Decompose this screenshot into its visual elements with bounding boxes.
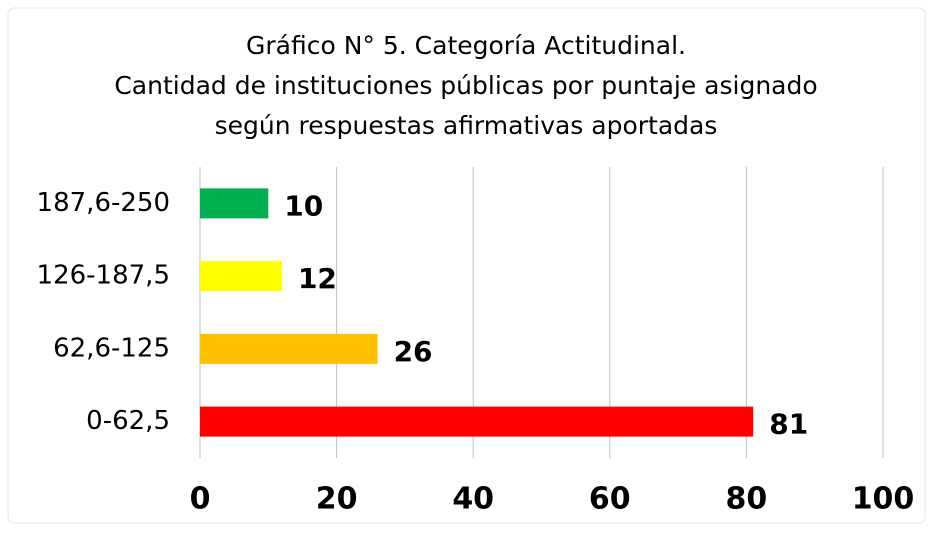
data-label: 26 [394,335,433,368]
x-tick-label: 20 [316,482,358,517]
bar [200,188,269,219]
x-tick-label: 40 [452,482,494,517]
chart-title: Cantidad de instituciones públicas por p… [114,71,817,100]
x-tick-label: 100 [852,482,915,517]
data-label: 12 [298,262,337,295]
data-label: 81 [769,408,808,441]
chart-title: Gráfico N° 5. Categoría Actitudinal. [246,31,686,60]
chart-title: según respuestas afirmativas aportadas [215,111,718,140]
x-tick-label: 60 [589,482,631,517]
chart-frame [7,7,926,524]
y-tick-label: 0-62,5 [86,406,170,436]
y-tick-label: 62,6-125 [53,333,170,363]
x-tick-label: 80 [726,482,768,517]
data-label: 10 [284,189,323,222]
bar [200,406,754,437]
y-tick-label: 126-187,5 [37,261,170,291]
bar [200,261,282,292]
bar [200,333,378,364]
x-tick-label: 0 [190,482,211,517]
y-tick-label: 187,6-250 [37,188,170,218]
